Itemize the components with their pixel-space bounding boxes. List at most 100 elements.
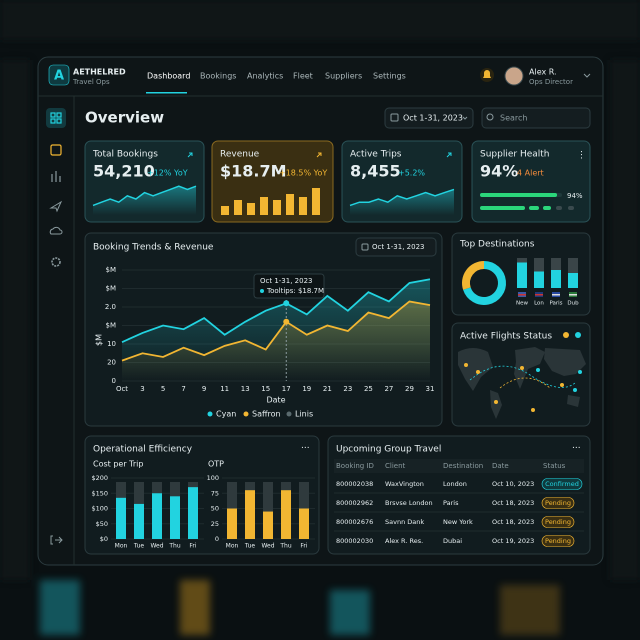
health-label: 94%	[567, 192, 583, 200]
x-tick-label: 27	[384, 385, 393, 393]
legend-label[interactable]: Cyan	[216, 410, 236, 419]
date-picker[interactable]	[384, 107, 474, 129]
avatar[interactable]	[504, 66, 524, 86]
icon-dashboard[interactable]	[50, 112, 56, 118]
panel-menu[interactable]: ···	[301, 444, 310, 454]
kpi-value: 8,455	[350, 162, 401, 181]
table-cell: Dubai	[443, 537, 462, 545]
table-cell: New York	[443, 518, 473, 526]
kpi-menu[interactable]: ⋮	[577, 151, 586, 161]
logo-letter: A	[54, 69, 64, 84]
x-tick-label: Mon	[115, 543, 128, 550]
kpi-value: 94%	[480, 162, 518, 181]
table-cell: Oct 19, 2023	[492, 537, 534, 545]
y-tick-label: 0	[112, 377, 116, 385]
destination-label: Dub	[567, 301, 579, 307]
kpi-title: Total Bookings	[92, 150, 158, 160]
x-tick-label: Thu	[279, 543, 291, 550]
status-dot	[575, 332, 581, 338]
y-tick-label: 2.0	[105, 303, 116, 311]
user-menu-chevron[interactable]	[583, 73, 591, 78]
nav-tab[interactable]: Fleet	[293, 72, 313, 81]
kpi-change: +5.2%	[398, 169, 425, 178]
y-tick-label: $200	[91, 474, 108, 482]
y-tick-label: $M	[106, 266, 117, 274]
status-dot	[563, 332, 569, 338]
legend-label[interactable]: Linis	[295, 410, 313, 419]
table-cell: Paris	[443, 499, 459, 507]
donut-segment	[462, 261, 485, 290]
x-tick-label: 31	[426, 385, 435, 393]
status-pill	[541, 497, 575, 509]
table-cell: 800002676	[336, 518, 373, 526]
flight-path	[469, 365, 576, 388]
x-tick-label: 11	[220, 385, 229, 393]
health-segment	[543, 206, 551, 210]
search-box[interactable]	[481, 107, 591, 129]
y-tick-label: 25	[211, 520, 219, 528]
icon-analytics[interactable]	[51, 171, 61, 182]
icon-settings[interactable]	[51, 257, 61, 267]
bar-track	[263, 482, 273, 539]
status-label: Pending	[545, 518, 571, 526]
nav-tab[interactable]: Bookings	[200, 72, 236, 81]
date-picker[interactable]	[355, 237, 437, 257]
x-tick-label: 3	[140, 385, 144, 393]
table-cell: Alex R. Res.	[385, 537, 423, 545]
kpi-change: +12% YoY	[147, 169, 188, 178]
series-line	[121, 300, 431, 362]
destinations-chart: New Lon Paris Dub	[462, 258, 579, 307]
nav-tab[interactable]: Suppliers	[325, 72, 362, 81]
table-cell: Oct 10, 2023	[492, 480, 534, 488]
y-tick-label: $150	[91, 489, 108, 497]
flag	[518, 294, 526, 296]
y-tick-label: 50	[211, 505, 219, 513]
status-label: Pending	[545, 499, 571, 507]
x-tick-label: 13	[241, 385, 250, 393]
panel-menu[interactable]: ···	[572, 444, 581, 454]
bar	[152, 493, 162, 539]
tooltip	[253, 273, 325, 299]
icon-fleet[interactable]	[49, 200, 63, 213]
kpi-link[interactable]	[316, 152, 322, 158]
x-tick-label: 15	[261, 385, 270, 393]
bar	[245, 490, 255, 539]
x-tick-label: 29	[405, 385, 414, 393]
kpi-title: Revenue	[220, 150, 260, 160]
nav-tab[interactable]: Dashboard	[147, 72, 190, 81]
table-cell: Savnn Dank	[385, 518, 424, 526]
nav-tab[interactable]: Analytics	[247, 72, 283, 81]
panel-title: Top Destinations	[459, 240, 535, 250]
icon-calendar[interactable]	[50, 144, 62, 156]
kpi-link[interactable]	[187, 152, 193, 158]
x-tick-label: Fri	[300, 543, 307, 550]
icon-suppliers[interactable]	[49, 226, 63, 235]
kpi-card[interactable]	[471, 140, 591, 223]
revenue-bar	[221, 206, 229, 215]
destination-bar	[534, 271, 544, 288]
flag	[552, 294, 560, 296]
sparkline	[92, 185, 197, 207]
kpi-link[interactable]	[446, 152, 452, 158]
x-axis-label: Date	[266, 396, 285, 405]
bar	[116, 497, 126, 539]
x-tick-label: Mon	[226, 543, 239, 550]
status-pill	[541, 535, 575, 547]
table-cell: London	[443, 480, 467, 488]
destination-label: Lon	[534, 301, 544, 307]
x-tick-label: 9	[202, 385, 206, 393]
flag	[569, 294, 577, 296]
x-tick-label: Wed	[150, 543, 163, 550]
panel-title: Active Flights Status	[460, 332, 552, 342]
column-header: Booking ID	[336, 462, 374, 470]
nav-tab[interactable]: Settings	[373, 72, 406, 81]
icon-logout[interactable]	[50, 535, 63, 545]
status-label: Confirmed	[545, 480, 579, 488]
tooltip-dot	[260, 289, 264, 293]
x-tick-label: 21	[323, 385, 332, 393]
date-range: Oct 1-31, 2023	[372, 243, 424, 251]
world-map	[458, 347, 586, 419]
legend-label[interactable]: Saffron	[252, 410, 281, 419]
